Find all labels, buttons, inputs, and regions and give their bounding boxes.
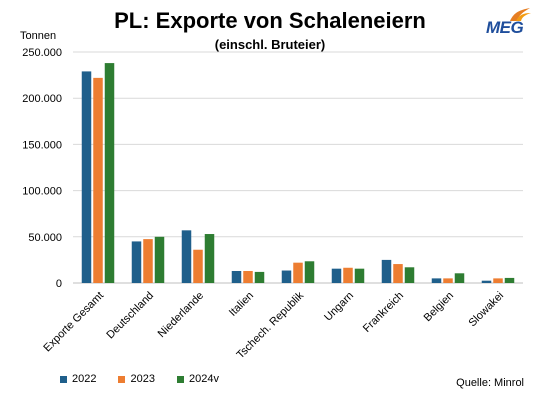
bars	[81, 63, 515, 284]
y-tick-label: 0	[56, 278, 62, 290]
meg-logo: MEG	[486, 6, 532, 40]
bar-2024v-4	[304, 261, 315, 283]
legend-label: 2022	[72, 373, 97, 385]
bar-2024v-7	[454, 273, 465, 283]
flame-icon	[510, 8, 531, 21]
chart-title: PL: Exporte von Schaleneiern	[114, 8, 426, 33]
x-tick-label: Belgien	[422, 290, 456, 324]
y-tick-label: 150.000	[22, 139, 62, 151]
bar-2023-5	[343, 267, 353, 283]
bar-2023-2	[193, 249, 203, 283]
legend-swatch	[176, 375, 184, 383]
legend-label: 2024v	[188, 373, 219, 385]
x-tick-label: Ungarn	[322, 290, 356, 324]
y-tick-label: 200.000	[22, 93, 62, 105]
bar-2023-6	[393, 264, 403, 283]
bar-2024v-0	[104, 63, 115, 284]
y-tick-label: 50.000	[28, 232, 62, 244]
x-tick-label: Frankreich	[361, 290, 406, 335]
x-tick-label: Niederlande	[156, 290, 206, 340]
legend-swatch	[60, 375, 67, 383]
bar-2022-1	[131, 241, 142, 283]
bar-2024v-1	[154, 236, 165, 283]
source-note: Quelle: Minrol	[456, 377, 524, 389]
legend: 2022 2023 2024v	[60, 373, 219, 385]
bar-2023-8	[493, 278, 503, 283]
bar-2022-7	[431, 278, 442, 283]
x-tick-label: Italien	[227, 290, 256, 319]
bar-2023-0	[93, 77, 103, 283]
bar-2024v-8	[504, 277, 515, 283]
legend-label: 2023	[130, 373, 155, 385]
x-tick-label: Exporte Gesamt	[41, 290, 106, 355]
bar-2023-7	[443, 278, 453, 283]
bar-2023-1	[143, 239, 153, 283]
bar-2023-3	[243, 270, 253, 283]
legend-item: 2023	[118, 373, 155, 385]
legend-item: 2024v	[176, 373, 219, 385]
bar-2022-6	[381, 259, 392, 283]
bar-2022-2	[181, 230, 192, 283]
legend-item: 2022	[60, 373, 96, 385]
logo-text: MEG	[486, 18, 524, 37]
legend-swatch	[118, 375, 126, 383]
bar-2022-8	[481, 280, 492, 283]
chart-subtitle: (einschl. Bruteier)	[214, 37, 326, 52]
bar-2022-0	[81, 71, 92, 284]
y-tick-label: 100.000	[22, 186, 62, 198]
bar-2022-4	[281, 270, 292, 283]
y-tick-label: 250.000	[22, 47, 62, 59]
x-tick-label: Deutschland	[104, 290, 156, 342]
x-tick-label: Slowakei	[467, 290, 507, 330]
bar-2022-3	[231, 270, 242, 283]
bar-2024v-2	[204, 234, 215, 283]
bar-2022-5	[331, 268, 342, 283]
bar-2024v-3	[254, 271, 265, 283]
bar-2023-4	[293, 262, 303, 283]
bar-2024v-6	[404, 267, 415, 283]
y-axis-ticks: 0 50.000 100.000 150.000 200.000 250.000	[22, 47, 62, 290]
y-axis-unit-label: Tonnen	[20, 30, 57, 42]
bar-2024v-5	[354, 268, 365, 283]
